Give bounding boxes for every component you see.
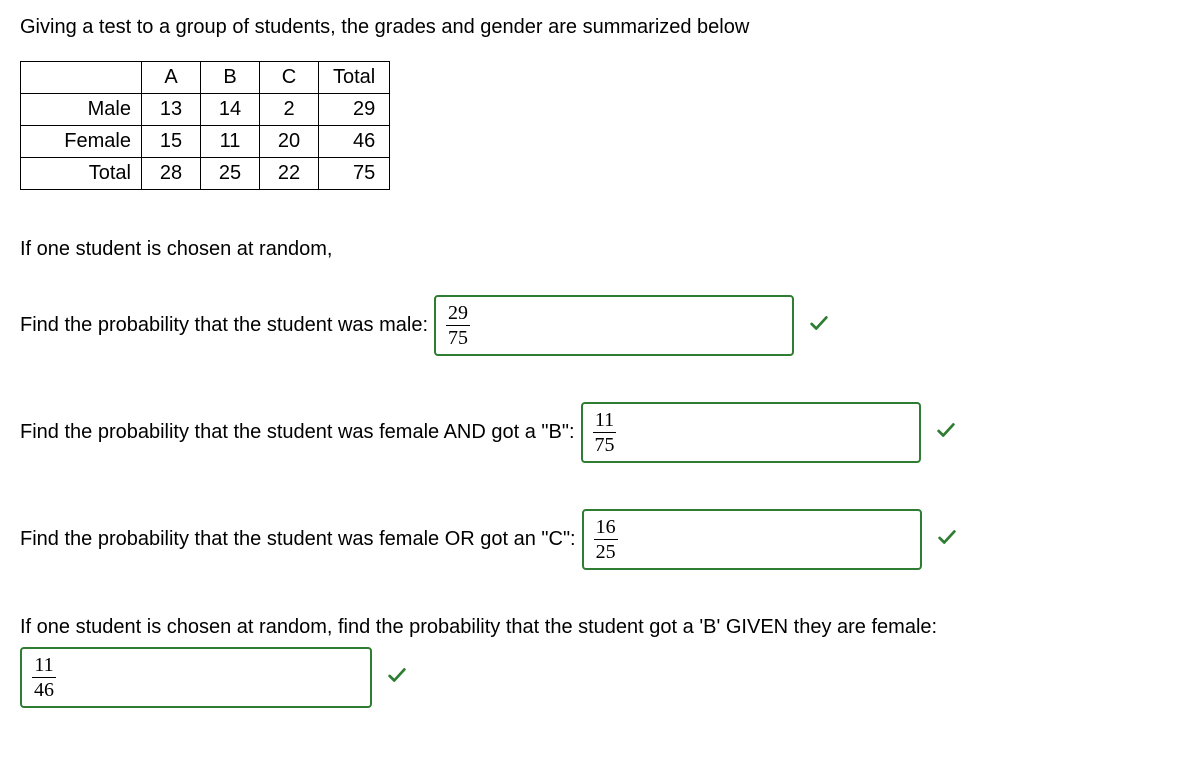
- row-label: Male: [21, 94, 142, 126]
- question-text: If one student is chosen at random, find…: [20, 616, 1180, 639]
- question-row: Find the probability that the student wa…: [20, 402, 1180, 463]
- grades-table: A B C Total Male 13 14 2 29 Female 15 11…: [20, 61, 390, 190]
- question-title: Giving a test to a group of students, th…: [20, 16, 1180, 39]
- question-text: Find the probability that the student wa…: [20, 421, 575, 444]
- answer-box[interactable]: 29 75: [434, 295, 794, 356]
- cell: 28: [142, 158, 201, 190]
- fraction-numerator: 11: [593, 410, 616, 433]
- fraction: 16 25: [594, 517, 618, 562]
- fraction: 29 75: [446, 303, 470, 348]
- check-icon: [808, 312, 830, 340]
- check-icon: [935, 419, 957, 447]
- question-row: Find the probability that the student wa…: [20, 295, 1180, 356]
- question-row: Find the probability that the student wa…: [20, 509, 1180, 570]
- fraction-denominator: 75: [593, 433, 617, 455]
- question-text: Find the probability that the student wa…: [20, 314, 428, 337]
- cell: 15: [142, 126, 201, 158]
- question-text: Find the probability that the student wa…: [20, 528, 576, 551]
- fraction-numerator: 29: [446, 303, 470, 326]
- fraction-denominator: 46: [32, 678, 56, 700]
- question-row: If one student is chosen at random, find…: [20, 616, 1180, 708]
- fraction-denominator: 75: [446, 326, 470, 348]
- col-header-c: C: [260, 62, 319, 94]
- answer-box[interactable]: 11 75: [581, 402, 921, 463]
- cell: 2: [260, 94, 319, 126]
- cell: 46: [319, 126, 390, 158]
- cell: 20: [260, 126, 319, 158]
- fraction: 11 75: [593, 410, 617, 455]
- fraction-numerator: 16: [594, 517, 618, 540]
- col-header-a: A: [142, 62, 201, 94]
- check-icon: [386, 664, 408, 692]
- cell: 75: [319, 158, 390, 190]
- answer-box[interactable]: 16 25: [582, 509, 922, 570]
- table-corner-cell: [21, 62, 142, 94]
- cell: 25: [201, 158, 260, 190]
- row-label: Female: [21, 126, 142, 158]
- table-row: Male 13 14 2 29: [21, 94, 390, 126]
- col-header-total: Total: [319, 62, 390, 94]
- fraction: 11 46: [32, 655, 56, 700]
- answer-box[interactable]: 11 46: [20, 647, 372, 708]
- col-header-b: B: [201, 62, 260, 94]
- cell: 13: [142, 94, 201, 126]
- cell: 11: [201, 126, 260, 158]
- cell: 14: [201, 94, 260, 126]
- table-row: Female 15 11 20 46: [21, 126, 390, 158]
- cell: 29: [319, 94, 390, 126]
- fraction-denominator: 25: [594, 540, 618, 562]
- fraction-numerator: 11: [32, 655, 55, 678]
- row-label: Total: [21, 158, 142, 190]
- answer-row: 11 46: [20, 647, 1180, 708]
- cell: 22: [260, 158, 319, 190]
- table-header-row: A B C Total: [21, 62, 390, 94]
- check-icon: [936, 526, 958, 554]
- sub-prompt: If one student is chosen at random,: [20, 238, 1180, 261]
- table-row: Total 28 25 22 75: [21, 158, 390, 190]
